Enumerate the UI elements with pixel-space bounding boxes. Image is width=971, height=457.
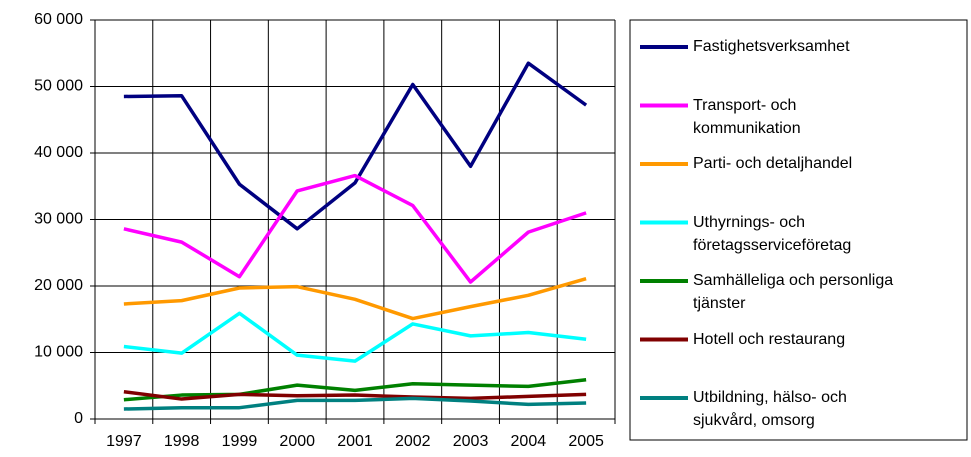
y-tick-label: 0 bbox=[74, 410, 83, 427]
legend-label: Transport- och kommunikation bbox=[693, 96, 801, 137]
legend-box bbox=[629, 19, 968, 441]
series-line bbox=[123, 173, 587, 284]
x-tick-label: 2004 bbox=[511, 433, 547, 450]
y-tick-label: 40 000 bbox=[34, 144, 83, 161]
x-tick-label: 2002 bbox=[395, 433, 431, 450]
series-line bbox=[123, 389, 587, 401]
legend-label: Hotell och restaurang bbox=[693, 330, 846, 348]
legend-label: Samhälleliga och personliga tjänster bbox=[693, 272, 894, 312]
x-tick-label: 2003 bbox=[453, 433, 489, 450]
x-tick-label: 2005 bbox=[568, 433, 604, 450]
legend-label: Utbildning, hälso- och sjukvård, omsorg bbox=[693, 389, 847, 429]
series-line bbox=[123, 396, 587, 411]
series-line bbox=[123, 378, 587, 402]
x-tick-label: 1997 bbox=[106, 433, 142, 450]
series-line bbox=[123, 277, 587, 321]
x-tick-label: 2000 bbox=[279, 433, 315, 450]
x-tick-label: 2001 bbox=[337, 433, 373, 450]
series-line bbox=[123, 311, 587, 363]
series-line bbox=[123, 61, 588, 231]
y-tick-label: 30 000 bbox=[34, 211, 83, 228]
legend-label: Uthyrnings- och företagsserviceföretag bbox=[693, 213, 852, 254]
y-tick-label: 50 000 bbox=[34, 78, 83, 95]
y-tick-label: 10 000 bbox=[34, 344, 83, 361]
y-tick-label: 60 000 bbox=[34, 11, 83, 28]
legend-label: Fastighetsverksamhet bbox=[693, 38, 850, 55]
y-tick-label: 20 000 bbox=[34, 277, 83, 294]
x-tick-label: 1999 bbox=[222, 433, 258, 450]
legend-label: Parti- och detaljhandel bbox=[693, 155, 853, 172]
x-tick-label: 1998 bbox=[164, 433, 200, 450]
